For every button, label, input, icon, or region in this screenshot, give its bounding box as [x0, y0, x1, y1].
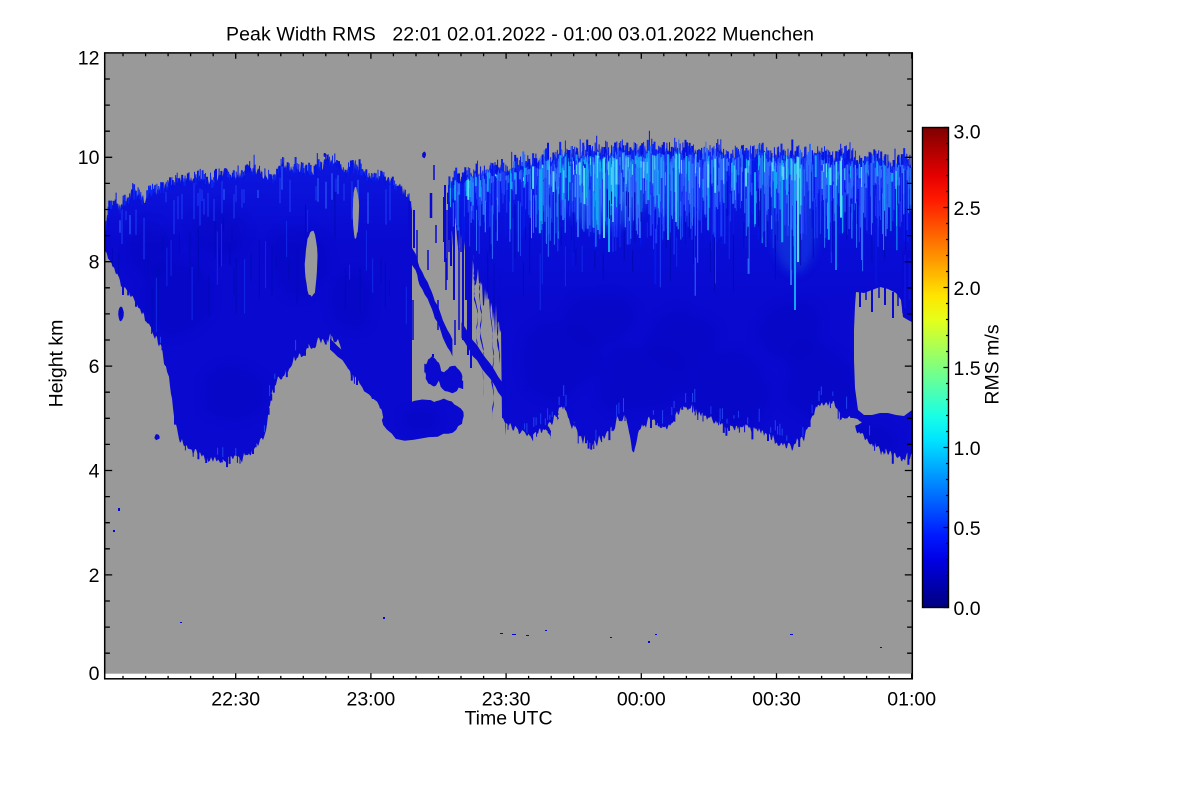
svg-text:2.0: 2.0 [954, 278, 981, 300]
svg-text:1.0: 1.0 [954, 438, 981, 460]
svg-text:0.5: 0.5 [954, 518, 981, 540]
svg-text:Peak Width RMS 22:01 02.01.2: Peak Width RMS 22:01 02.01.2022 - 01:00 … [226, 24, 814, 46]
svg-text:3.0: 3.0 [954, 122, 981, 144]
svg-text:23:00: 23:00 [346, 689, 395, 711]
svg-text:0.0: 0.0 [954, 598, 981, 620]
svg-text:2: 2 [89, 565, 100, 587]
svg-text:22:30: 22:30 [211, 689, 260, 711]
svg-text:8: 8 [89, 252, 100, 274]
svg-text:6: 6 [89, 356, 100, 378]
svg-text:Height km: Height km [46, 320, 68, 408]
svg-text:4: 4 [89, 460, 100, 482]
svg-text:2.5: 2.5 [954, 198, 981, 220]
svg-text:10: 10 [78, 147, 100, 169]
svg-text:23:30: 23:30 [482, 689, 531, 711]
svg-text:0: 0 [89, 663, 100, 685]
svg-text:Time UTC: Time UTC [464, 708, 552, 730]
svg-text:00:00: 00:00 [617, 689, 666, 711]
svg-text:12: 12 [78, 48, 100, 70]
svg-text:00:30: 00:30 [752, 689, 801, 711]
svg-text:01:00: 01:00 [887, 689, 936, 711]
svg-text:RMS m/s: RMS m/s [982, 324, 1004, 404]
svg-text:1.5: 1.5 [954, 358, 981, 380]
